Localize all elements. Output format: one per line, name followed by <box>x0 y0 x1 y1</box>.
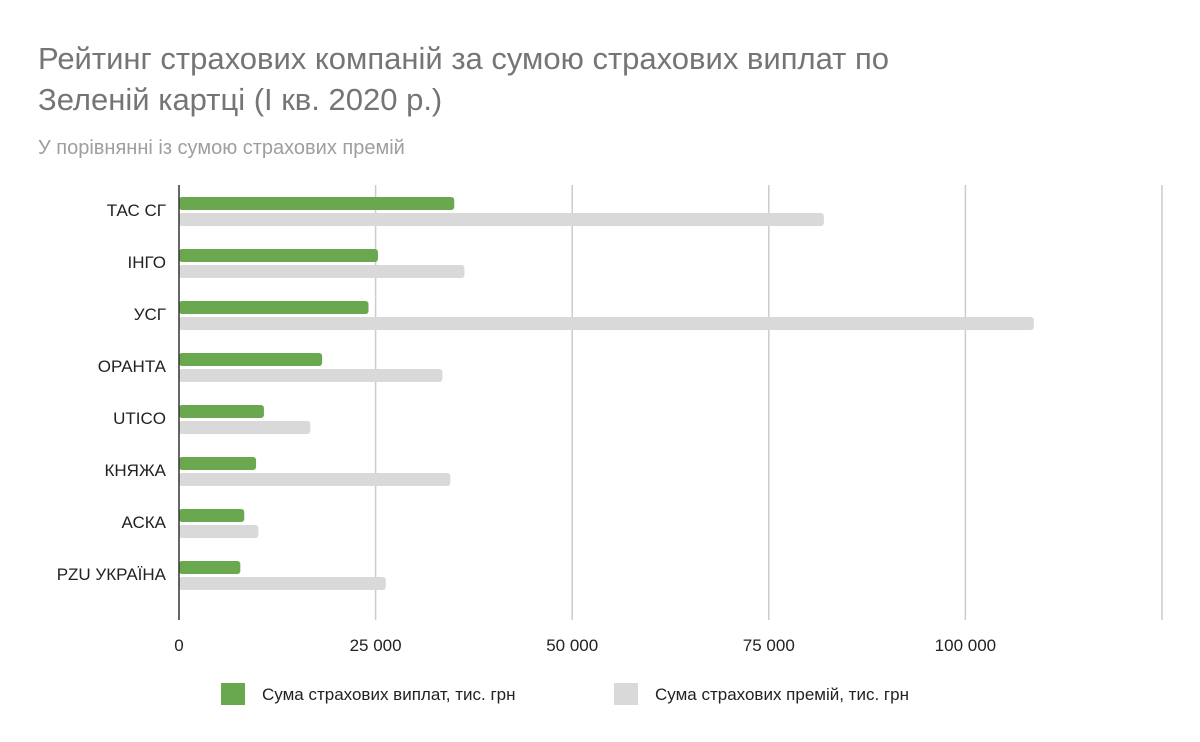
category-labels: ТАС СГ ІНГО УСГ ОРАНТА UTICO КНЯЖА АСКА PZU УКР… <box>57 201 167 584</box>
bar-premiums-4 <box>179 421 311 434</box>
bar-payouts-6 <box>179 509 245 522</box>
bars <box>179 197 1034 590</box>
legend-label-payouts: Сума страхових виплат, тис. грн <box>262 685 516 704</box>
bar-premiums-2 <box>179 317 1034 330</box>
legend: Сума страхових виплат, тис. грн Сума стр… <box>221 683 909 705</box>
bar-payouts-5 <box>179 457 257 470</box>
bar-payouts-2 <box>179 301 369 314</box>
legend-label-premiums: Сума страхових премій, тис. грн <box>655 685 909 704</box>
category-label-6: АСКА <box>122 513 167 532</box>
x-tick-label-3: 75 000 <box>743 636 795 655</box>
bar-payouts-0 <box>179 197 455 210</box>
bar-premiums-6 <box>179 525 259 538</box>
bar-payouts-1 <box>179 249 378 262</box>
x-tick-labels: 0 25 000 50 000 75 000 100 000 <box>174 636 996 655</box>
bar-payouts-4 <box>179 405 264 418</box>
legend-swatch-payouts <box>221 683 245 705</box>
bar-premiums-0 <box>179 213 824 226</box>
bar-premiums-1 <box>179 265 465 278</box>
legend-swatch-premiums <box>614 683 638 705</box>
category-label-3: ОРАНТА <box>98 357 167 376</box>
bar-premiums-3 <box>179 369 443 382</box>
category-label-5: КНЯЖА <box>105 461 167 480</box>
bar-payouts-3 <box>179 353 323 366</box>
x-tick-label-4: 100 000 <box>935 636 996 655</box>
chart-subtitle: У порівнянні із сумою страхових премій <box>38 137 405 159</box>
category-label-7: PZU УКРАЇНА <box>57 565 167 584</box>
x-tick-label-0: 0 <box>174 636 183 655</box>
gridlines <box>374 185 1163 620</box>
category-label-1: ІНГО <box>128 253 166 272</box>
category-label-4: UTICO <box>113 409 166 428</box>
bar-premiums-7 <box>179 577 386 590</box>
bar-payouts-7 <box>179 561 241 574</box>
category-label-0: ТАС СГ <box>107 201 166 220</box>
x-tick-label-2: 50 000 <box>546 636 598 655</box>
category-label-2: УСГ <box>134 305 166 324</box>
x-tick-label-1: 25 000 <box>350 636 402 655</box>
bar-premiums-5 <box>179 473 451 486</box>
chart-title-line-2: Зеленій картці (I кв. 2020 р.) <box>38 82 442 117</box>
chart-title-line-1: Рейтинг страхових компаній за сумою стра… <box>38 41 889 76</box>
